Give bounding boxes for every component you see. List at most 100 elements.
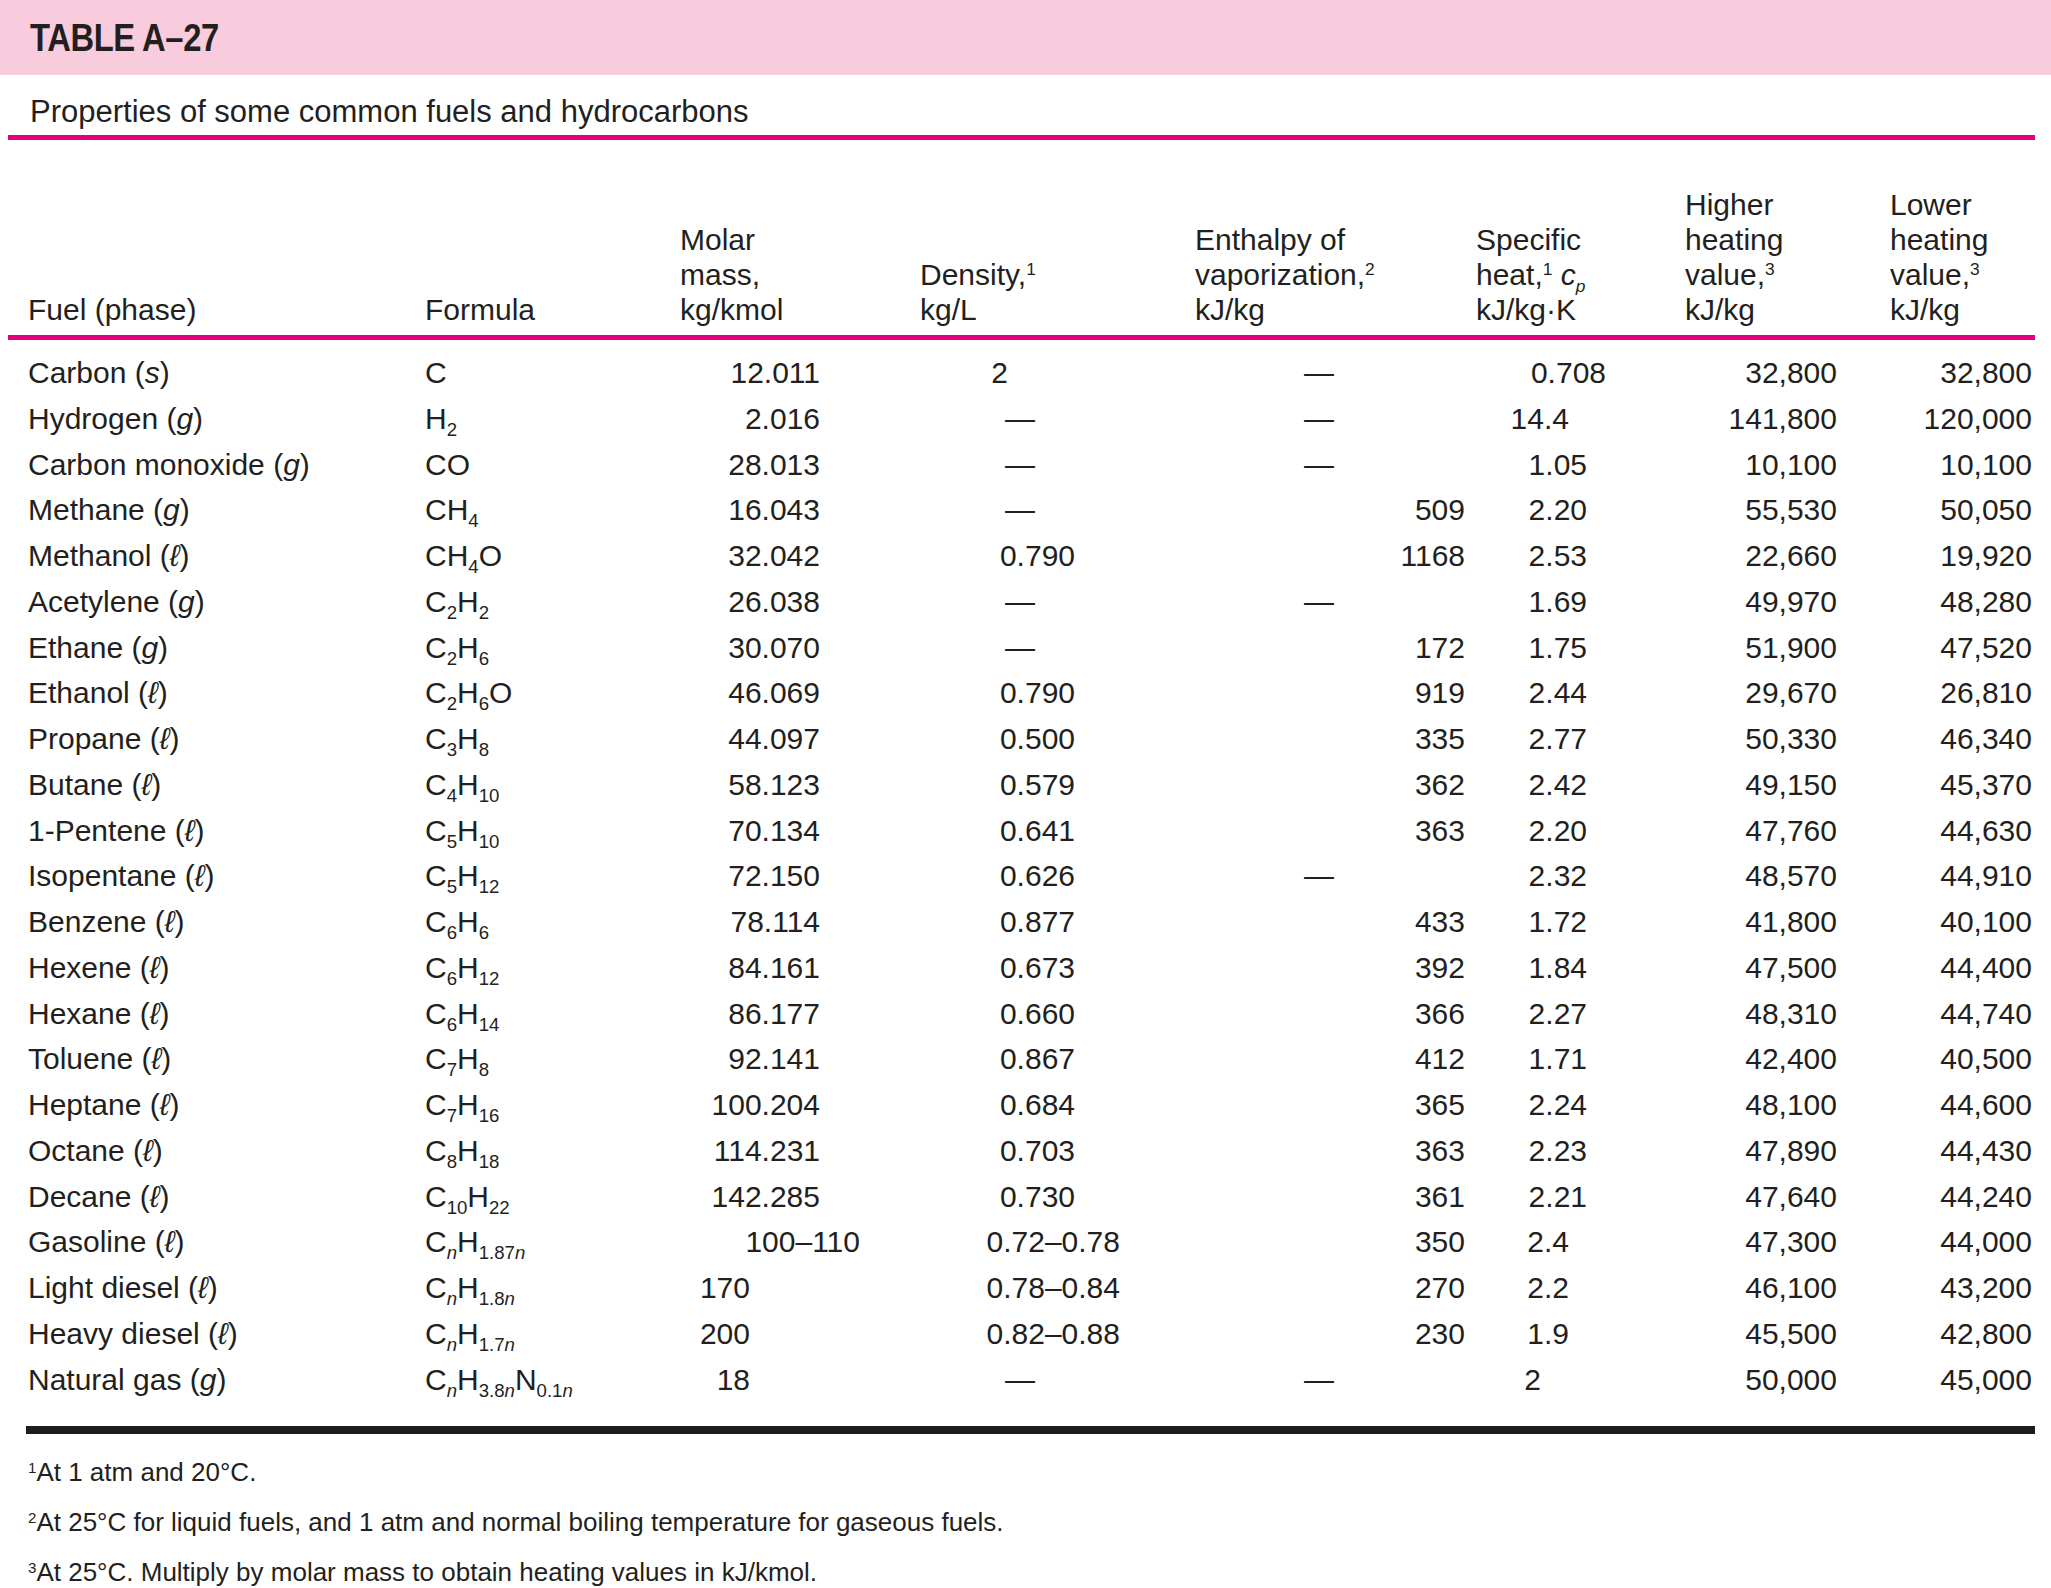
footnote: 2At 25°C for liquid fuels, and 1 atm and…: [28, 1506, 2051, 1538]
cell-hhv: 47,760: [1685, 808, 1890, 854]
cell-specific-heat: 2.44: [1476, 670, 1685, 716]
cell-enthalpy: 361: [1195, 1174, 1476, 1220]
cell-specific-heat: 2.77: [1476, 716, 1685, 762]
cell-hhv: 51,900: [1685, 625, 1890, 671]
table-row: Light diesel (ℓ)CnH1.8n1700.78–0.842702.…: [28, 1265, 2032, 1311]
cell-molar-mass: 200: [680, 1311, 920, 1357]
cell-specific-heat: 2.23: [1476, 1128, 1685, 1174]
cell-density: 2: [920, 350, 1195, 396]
cell-specific-heat: 2.21: [1476, 1174, 1685, 1220]
column-header-enthalpy-of-vaporization: Enthalpy ofvaporization,2kJ/kg: [1195, 222, 1476, 327]
cell-specific-heat: 1.84: [1476, 945, 1685, 991]
cell-formula: C5H12: [425, 853, 680, 899]
table-row: Methanol (ℓ)CH4O32.0420.79011682.5322,66…: [28, 533, 2032, 579]
cell-hhv: 46,100: [1685, 1265, 1890, 1311]
cell-specific-heat: 1.72: [1476, 899, 1685, 945]
cell-molar-mass: 58.123: [680, 762, 920, 808]
cell-enthalpy: 365: [1195, 1082, 1476, 1128]
cell-density: —: [920, 625, 1195, 671]
cell-hhv: 29,670: [1685, 670, 1890, 716]
cell-enthalpy: 392: [1195, 945, 1476, 991]
table-row: Toluene (ℓ)C7H892.1410.8674121.7142,4004…: [28, 1036, 2032, 1082]
table-row: Ethanol (ℓ)C2H6O46.0690.7909192.4429,670…: [28, 670, 2032, 716]
cell-molar-mass: 18: [680, 1357, 920, 1403]
cell-density: —: [920, 396, 1195, 442]
cell-lhv: 46,340: [1890, 716, 2032, 762]
cell-hhv: 50,000: [1685, 1357, 1890, 1403]
footnote-superscript: 3: [28, 1560, 36, 1577]
cell-fuel: 1-Pentene (ℓ): [28, 808, 425, 854]
table-bottom-rule: [26, 1426, 2035, 1434]
cell-density: 0.641: [920, 808, 1195, 854]
cell-hhv: 32,800: [1685, 350, 1890, 396]
table-row: Natural gas (g)CnH3.8nN0.1n18——250,00045…: [28, 1357, 2032, 1403]
table-row: Carbon (s)C12.0112—0.70832,80032,800: [28, 350, 2032, 396]
table-row: Hydrogen (g)H22.016——14.4141,800120,000: [28, 396, 2032, 442]
cell-formula: C5H10: [425, 808, 680, 854]
cell-fuel: Ethane (g): [28, 625, 425, 671]
cell-fuel: Octane (ℓ): [28, 1128, 425, 1174]
cell-fuel: Methanol (ℓ): [28, 533, 425, 579]
cell-formula: H2: [425, 396, 680, 442]
cell-hhv: 55,530: [1685, 487, 1890, 533]
cell-fuel: Methane (g): [28, 487, 425, 533]
cell-enthalpy: 362: [1195, 762, 1476, 808]
cell-molar-mass: 44.097: [680, 716, 920, 762]
table-row: 1-Pentene (ℓ)C5H1070.1340.6413632.2047,7…: [28, 808, 2032, 854]
table-row: Decane (ℓ)C10H22142.2850.7303612.2147,64…: [28, 1174, 2032, 1220]
cell-hhv: 41,800: [1685, 899, 1890, 945]
cell-enthalpy: 919: [1195, 670, 1476, 716]
cell-molar-mass: 86.177: [680, 991, 920, 1037]
cell-fuel: Ethanol (ℓ): [28, 670, 425, 716]
table-row: Carbon monoxide (g)CO28.013——1.0510,1001…: [28, 442, 2032, 488]
table-header-band: TABLE A–27: [0, 0, 2051, 75]
cell-lhv: 26,810: [1890, 670, 2032, 716]
cell-specific-heat: 2.53: [1476, 533, 1685, 579]
cell-enthalpy: 350: [1195, 1219, 1476, 1265]
cell-formula: C10H22: [425, 1174, 680, 1220]
cell-lhv: 44,240: [1890, 1174, 2032, 1220]
column-header-fuel: Fuel (phase): [28, 292, 425, 327]
cell-density: 0.730: [920, 1174, 1195, 1220]
cell-hhv: 22,660: [1685, 533, 1890, 579]
cell-molar-mass: 72.150: [680, 853, 920, 899]
cell-lhv: 40,100: [1890, 899, 2032, 945]
cell-density: —: [920, 487, 1195, 533]
cell-density: 0.790: [920, 533, 1195, 579]
cell-fuel: Carbon (s): [28, 350, 425, 396]
footnotes: 1At 1 atm and 20°C. 2At 25°C for liquid f…: [28, 1456, 2051, 1588]
cell-fuel: Toluene (ℓ): [28, 1036, 425, 1082]
table-row: Acetylene (g)C2H226.038——1.6949,97048,28…: [28, 579, 2032, 625]
cell-fuel: Acetylene (g): [28, 579, 425, 625]
cell-specific-heat: 14.4: [1476, 396, 1685, 442]
cell-fuel: Carbon monoxide (g): [28, 442, 425, 488]
table-row: Ethane (g)C2H630.070—1721.7551,90047,520: [28, 625, 2032, 671]
table-body: Carbon (s)C12.0112—0.70832,80032,800Hydr…: [0, 340, 2051, 1402]
cell-enthalpy: 363: [1195, 808, 1476, 854]
cell-density: 0.660: [920, 991, 1195, 1037]
cell-enthalpy: 1168: [1195, 533, 1476, 579]
cell-density: 0.626: [920, 853, 1195, 899]
footnote: 1At 1 atm and 20°C.: [28, 1456, 2051, 1488]
cell-hhv: 49,970: [1685, 579, 1890, 625]
cell-molar-mass: 142.285: [680, 1174, 920, 1220]
table-title: Properties of some common fuels and hydr…: [30, 95, 2051, 129]
cell-molar-mass: 84.161: [680, 945, 920, 991]
cell-molar-mass: 32.042: [680, 533, 920, 579]
cell-density: 0.579: [920, 762, 1195, 808]
cell-enthalpy: 366: [1195, 991, 1476, 1037]
cell-formula: CnH3.8nN0.1n: [425, 1357, 680, 1403]
cell-density: 0.500: [920, 716, 1195, 762]
document-page: TABLE A–27 Properties of some common fue…: [0, 0, 2051, 1588]
cell-fuel: Butane (ℓ): [28, 762, 425, 808]
table-row: Benzene (ℓ)C6H678.1140.8774331.7241,8004…: [28, 899, 2032, 945]
cell-formula: C2H6O: [425, 670, 680, 716]
cell-enthalpy: 412: [1195, 1036, 1476, 1082]
cell-enthalpy: 509: [1195, 487, 1476, 533]
cell-fuel: Propane (ℓ): [28, 716, 425, 762]
cell-density: 0.78–0.84: [920, 1265, 1195, 1311]
cell-hhv: 48,100: [1685, 1082, 1890, 1128]
cell-fuel: Decane (ℓ): [28, 1174, 425, 1220]
table-row: Butane (ℓ)C4H1058.1230.5793622.4249,1504…: [28, 762, 2032, 808]
cell-fuel: Heavy diesel (ℓ): [28, 1311, 425, 1357]
